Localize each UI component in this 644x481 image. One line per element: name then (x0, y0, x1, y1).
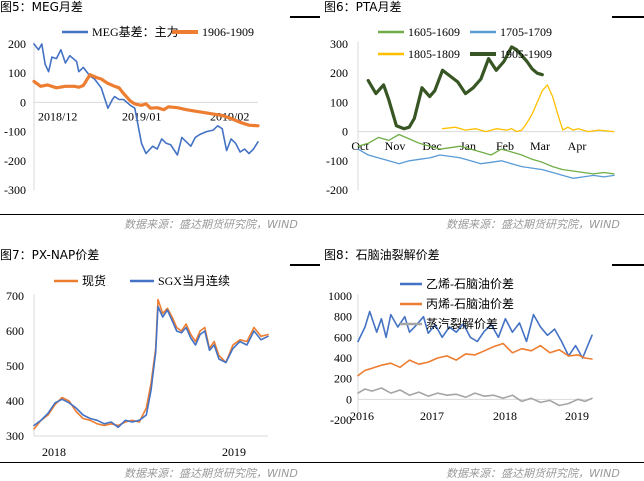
caption-fig6: 图6：PTA月差 (324, 0, 402, 14)
series-line (33, 43, 259, 156)
legend-label: 蒸汽裂解价差 (426, 316, 498, 331)
series-line (441, 84, 615, 133)
x-tick-label: 2019 (222, 445, 246, 459)
y-tick-label: 600 (334, 330, 352, 344)
source-note: 数据来源：盛达期货研究院，WIND (446, 218, 620, 231)
series-line (366, 45, 544, 131)
series-line (357, 148, 615, 179)
footer-rule (0, 214, 644, 215)
legend-label: 1705-1709 (500, 25, 552, 39)
x-tick-label: 2017 (420, 409, 444, 423)
series-line (357, 310, 593, 359)
legend-label: SGX当月连续 (158, 273, 230, 288)
x-tick-label: 2019 (565, 409, 589, 423)
series-line (357, 387, 593, 407)
source-note: 数据来源：盛达期货研究院，WIND (124, 467, 298, 480)
y-tick-label: 200 (334, 372, 352, 386)
footer-rule (0, 462, 644, 463)
series-line (357, 133, 615, 175)
source-note: 数据来源：盛达期货研究院，WIND (124, 218, 298, 231)
y-tick-label: 1000 (328, 289, 352, 303)
legend-label: 乙烯-石脑油价差 (426, 277, 514, 291)
y-tick-label: -200 (326, 183, 348, 197)
header-rule (290, 264, 320, 266)
header-rule (290, 16, 320, 18)
legend-label: 1906-1909 (202, 25, 254, 39)
header-rule (612, 16, 644, 18)
y-tick-label: 400 (334, 351, 352, 365)
y-tick-label: 600 (6, 324, 24, 338)
x-tick-label: 2018 (493, 409, 517, 423)
y-tick-label: 0 (346, 392, 352, 406)
legend-label: 现货 (82, 273, 106, 288)
y-tick-label: 300 (6, 429, 24, 443)
header-rule (612, 264, 644, 266)
legend-label: MEG基差：主力 (92, 25, 179, 39)
series-line (357, 342, 593, 377)
y-tick-label: 400 (6, 394, 24, 408)
x-tick-label: Mar (530, 139, 550, 153)
x-tick-label: Apr (568, 139, 587, 153)
x-tick-label: 2018/12 (38, 109, 77, 123)
legend-label: 1905-1909 (500, 47, 552, 61)
series-line (33, 298, 269, 430)
series-line (32, 73, 260, 128)
y-tick-label: 300 (330, 37, 348, 51)
y-tick-label: 100 (330, 95, 348, 109)
x-tick-label: 2018 (42, 445, 66, 459)
caption-fig7: 图7：PX-NAP价差 (0, 248, 100, 262)
y-tick-label: 0 (20, 95, 26, 109)
caption-fig5: 图5：MEG月差 (0, 0, 83, 14)
y-tick-label: -200 (4, 154, 26, 168)
y-tick-label: 0 (342, 125, 348, 139)
y-tick-label: -100 (4, 125, 26, 139)
x-tick-label: Nov (385, 139, 406, 153)
y-tick-label: 800 (334, 310, 352, 324)
y-tick-label: 200 (8, 37, 26, 51)
x-tick-label: Dec (422, 139, 441, 153)
y-tick-label: 700 (6, 289, 24, 303)
y-tick-label: -200 (330, 413, 352, 427)
legend-label: 丙烯-石脑油价差 (426, 297, 514, 311)
source-note: 数据来源：盛达期货研究院，WIND (446, 467, 620, 480)
x-tick-label: Jan (460, 139, 476, 153)
legend-label: 1805-1809 (408, 47, 460, 61)
x-tick-label: 2016 (350, 409, 374, 423)
legend-label: 1605-1609 (408, 25, 460, 39)
y-tick-label: 200 (330, 66, 348, 80)
caption-fig8: 图8：石脑油裂解价差 (324, 248, 440, 262)
y-tick-label: 100 (8, 66, 26, 80)
y-tick-label: -100 (326, 154, 348, 168)
series-line (33, 305, 269, 429)
y-tick-label: 500 (6, 359, 24, 373)
y-tick-label: -300 (4, 183, 26, 197)
x-tick-label: 2019/01 (122, 109, 161, 123)
